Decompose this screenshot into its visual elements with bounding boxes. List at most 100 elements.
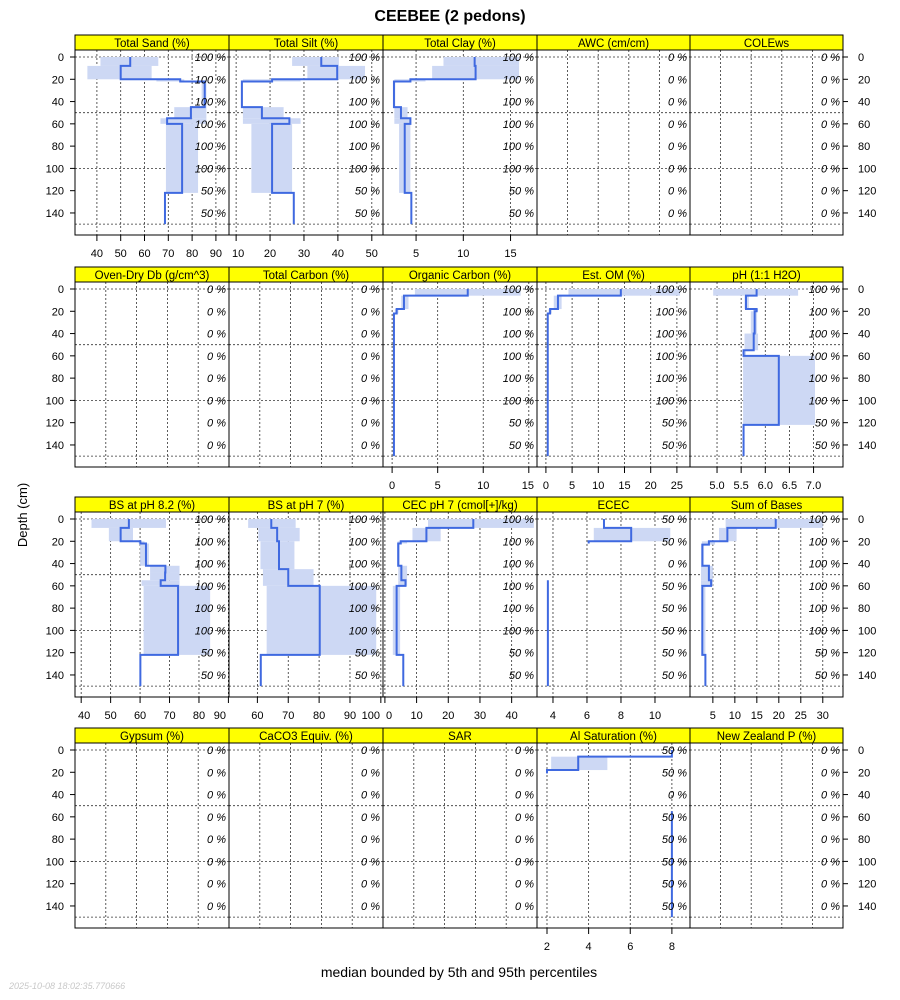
percent-label: 50 % (509, 208, 534, 220)
panel: Organic Carbon (%) 100 % 100 % 100 % 100 % 10… (382, 266, 538, 492)
percent-label: 50 % (662, 581, 687, 593)
panel-title: New Zealand P (%) (717, 731, 817, 743)
percent-label: 0 % (361, 351, 380, 363)
percent-label: 0 % (821, 52, 840, 64)
percent-label: 100 % (195, 97, 226, 109)
x-tick-label: 90 (344, 710, 356, 722)
percent-label: 100 % (349, 141, 380, 153)
x-tick-label: 8 (669, 941, 675, 953)
x-tick-label: 15 (504, 248, 516, 260)
percentile-band (443, 57, 520, 66)
percent-label: 100 % (195, 536, 226, 548)
x-tick-label: 5 (710, 710, 716, 722)
percent-label: 50 % (662, 812, 687, 824)
x-axis-label: median bounded by 5th and 95th percentil… (321, 964, 597, 980)
x-tick-label: 6.0 (758, 480, 773, 492)
percent-label: 50 % (355, 208, 380, 220)
depth-tick-label-right: 140 (858, 208, 876, 220)
depth-tick-label-right: 40 (858, 790, 870, 802)
percent-label: 0 % (361, 856, 380, 868)
depth-tick-label-right: 140 (858, 670, 876, 682)
percent-label: 100 % (195, 74, 226, 86)
percent-label: 0 % (515, 879, 534, 891)
depth-tick-label-left: 20 (52, 536, 64, 548)
depth-tick-label-left: 80 (52, 373, 64, 385)
percent-label: 0 % (821, 879, 840, 891)
x-tick-label: 40 (91, 248, 103, 260)
percent-label: 100 % (503, 351, 534, 363)
depth-tick-label-right: 140 (858, 901, 876, 913)
depth-tick-label-left: 140 (46, 208, 64, 220)
percentile-band (398, 580, 408, 586)
percent-label: 50 % (355, 670, 380, 682)
depth-tick-label-left: 40 (52, 790, 64, 802)
panel-title: Al Saturation (%) (570, 731, 657, 743)
depth-tick-label-left: 120 (46, 186, 64, 198)
percent-label: 0 % (361, 418, 380, 430)
x-tick-label: 5.5 (734, 480, 749, 492)
percent-label: 50 % (662, 901, 687, 913)
percent-label: 0 % (361, 767, 380, 779)
x-tick-label: 100 (362, 710, 380, 722)
depth-tick-label-right: 60 (858, 812, 870, 824)
depth-tick-label-right: 100 (858, 856, 876, 868)
percent-label: 100 % (195, 52, 226, 64)
depth-tick-label-right: 120 (858, 879, 876, 891)
depth-tick-label-left: 0 (58, 514, 64, 526)
panel: AWC (cm/cm) 0 % 0 % 0 % 0 % 0 % 0 % 0 % 0 % (536, 34, 691, 236)
percent-label: 0 % (515, 767, 534, 779)
x-tick-label: 10 (477, 480, 489, 492)
percent-label: 100 % (809, 559, 840, 571)
panel: pH (1:1 H2O) 100 % 100 % 100 % 100 % 100 % 100… (689, 266, 844, 492)
x-tick-label: 10 (410, 710, 422, 722)
percentile-band (700, 580, 713, 586)
percent-label: 0 % (207, 395, 226, 407)
depth-tick-label-left: 80 (52, 603, 64, 615)
depth-tick-label-right: 40 (858, 97, 870, 109)
x-tick-label: 10 (649, 710, 661, 722)
percent-label: 50 % (201, 208, 226, 220)
percent-label: 100 % (503, 284, 534, 296)
depth-tick-label-left: 100 (46, 625, 64, 637)
panel-frame (382, 742, 538, 929)
panel-title: Total Sand (%) (114, 38, 190, 50)
panel-title: BS at pH 8.2 (%) (109, 500, 195, 512)
percent-label: 50 % (815, 418, 840, 430)
depth-tick-label-right: 20 (858, 767, 870, 779)
panel: Total Silt (%) 100 % 100 % 100 % 100 % 100 % 1… (228, 34, 384, 260)
percentile-band (87, 65, 152, 80)
x-tick-label: 5.0 (709, 480, 724, 492)
x-tick-label: 0 (389, 480, 395, 492)
y-axis-label: Depth (cm) (15, 483, 30, 547)
percent-label: 100 % (503, 141, 534, 153)
depth-tick-label-right: 100 (858, 625, 876, 637)
percent-label: 100 % (349, 536, 380, 548)
percent-label: 0 % (821, 97, 840, 109)
percent-label: 0 % (361, 834, 380, 846)
panel: New Zealand P (%) 0 % 0 % 0 % 0 % 0 % 0 % 0 % 0 … (689, 727, 844, 929)
percent-label: 100 % (349, 625, 380, 637)
percent-label: 100 % (349, 603, 380, 615)
x-tick-label: 60 (138, 248, 150, 260)
percent-label: 0 % (361, 790, 380, 802)
percentile-band (258, 527, 300, 542)
x-tick-label: 80 (313, 710, 325, 722)
percent-label: 0 % (821, 812, 840, 824)
panel-title: pH (1:1 H2O) (732, 270, 801, 282)
percent-label: 50 % (201, 648, 226, 660)
percent-label: 0 % (668, 52, 687, 64)
percent-label: 100 % (195, 625, 226, 637)
percent-label: 0 % (207, 306, 226, 318)
median-line (392, 57, 477, 225)
panel-frame (74, 281, 230, 468)
x-tick-label: 70 (163, 710, 175, 722)
percent-label: 0 % (668, 790, 687, 802)
percentile-band (292, 57, 339, 66)
percentile-band (307, 65, 366, 80)
percent-label: 100 % (349, 119, 380, 131)
percentile-band (397, 541, 408, 544)
percent-label: 0 % (668, 97, 687, 109)
percent-label: 0 % (207, 790, 226, 802)
median-line (701, 519, 777, 687)
percent-label: 50 % (815, 440, 840, 452)
